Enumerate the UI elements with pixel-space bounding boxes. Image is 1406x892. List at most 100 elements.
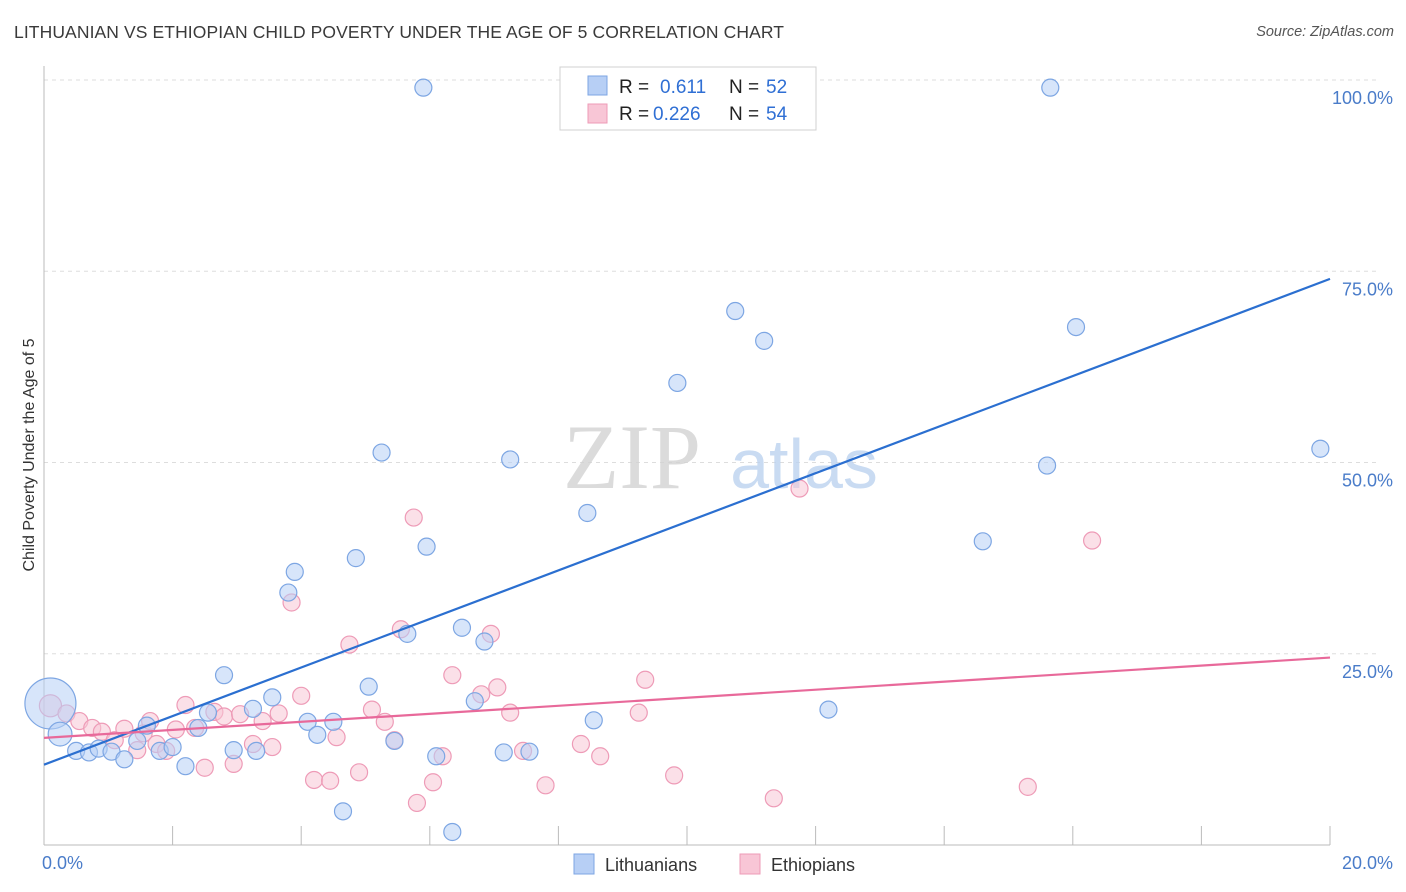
lithuanian-point: [819, 700, 838, 719]
lithuanian-point: [346, 549, 365, 568]
ethiopian-point: [407, 793, 427, 813]
lithuanian-point: [501, 450, 520, 469]
lithuanian-point: [115, 750, 134, 769]
lithuanian-point: [324, 712, 343, 731]
ethiopian-point: [571, 734, 591, 754]
lithuanian-point: [247, 741, 266, 761]
series-legend-label-lithuanians: Lithuanians: [605, 855, 697, 875]
lithuanian-point: [578, 503, 597, 523]
lithuanian-point: [128, 731, 147, 751]
lithuanian-point: [359, 677, 378, 696]
ethiopian-point: [591, 747, 610, 766]
source-label: Source: ZipAtlas.com: [1256, 24, 1394, 40]
lithuanian-point: [417, 537, 436, 556]
lithuanian-point: [475, 632, 494, 651]
legend-n-label: N =: [729, 104, 759, 125]
lithuanian-point: [465, 692, 484, 711]
lithuanian-point: [1037, 456, 1057, 475]
ethiopian-point: [629, 703, 648, 722]
series-legend-swatch-lithuanians: [573, 853, 595, 875]
lithuanian-point: [443, 822, 462, 842]
lithuanian-point: [47, 721, 73, 747]
lithuanian-trend-line: [43, 277, 1331, 766]
ethiopian-point: [327, 728, 346, 747]
legend-r-label: R =: [619, 77, 649, 98]
legend-swatch-ethiopians: [587, 103, 608, 124]
lithuanian-point: [414, 78, 433, 97]
legend-r-value: 0.611: [660, 77, 706, 98]
lithuanian-point: [1311, 439, 1330, 458]
stats-legend: R = 0.611 N = 52 R = 0.226 N = 54: [559, 66, 817, 131]
lithuanian-point: [333, 802, 353, 821]
ethiopian-point: [1018, 777, 1037, 796]
y-tick-label: 100.0%: [1332, 88, 1393, 108]
ethiopian-point: [423, 773, 443, 792]
ethiopian-point: [195, 758, 214, 777]
ethiopian-point: [764, 789, 783, 808]
lithuanian-point: [726, 301, 745, 321]
lithuanian-point: [279, 583, 298, 602]
series-legend: Lithuanians Ethiopians: [573, 853, 855, 875]
watermark-zip: ZIP: [563, 406, 701, 508]
lithuanian-point: [452, 618, 472, 637]
lithuanian-point: [973, 532, 992, 551]
ethiopian-point: [443, 666, 462, 685]
ethiopian-point: [665, 766, 684, 785]
lithuanian-point: [243, 699, 263, 718]
ethiopian-point: [362, 700, 382, 719]
x-tick-label: 20.0%: [1342, 853, 1393, 873]
lithuanian-point: [285, 562, 304, 581]
data-points: [24, 78, 1330, 842]
lithuanian-point: [427, 747, 446, 766]
lithuanian-point: [308, 725, 327, 744]
legend-n-value: 54: [766, 104, 788, 125]
ethiopian-point: [488, 678, 507, 697]
trend-lines: [43, 277, 1331, 766]
y-tick-labels: 25.0% 50.0% 75.0% 100.0%: [1332, 88, 1393, 682]
ethiopian-point: [501, 703, 520, 722]
lithuanian-point: [224, 741, 243, 760]
lithuanian-point: [263, 688, 282, 707]
chart-title: LITHUANIAN VS ETHIOPIAN CHILD POVERTY UN…: [14, 22, 785, 42]
lithuanian-point: [163, 737, 182, 757]
legend-n-value: 52: [766, 77, 787, 98]
y-axis-title: Child Poverty Under the Age of 5: [21, 338, 38, 571]
y-tick-label: 75.0%: [1342, 279, 1393, 299]
series-legend-label-ethiopians: Ethiopians: [771, 855, 855, 875]
lithuanian-point: [494, 743, 513, 762]
y-tick-label: 25.0%: [1342, 662, 1393, 682]
ethiopian-point: [263, 737, 282, 757]
ethiopian-point: [304, 770, 324, 790]
legend-swatch-lithuanians: [587, 75, 608, 96]
ethiopian-point: [214, 707, 234, 726]
lithuanian-point: [24, 677, 77, 730]
lithuanian-point: [520, 742, 539, 761]
x-tick-label: 0.0%: [42, 853, 83, 873]
lithuanian-point: [214, 666, 234, 685]
ethiopian-point: [404, 508, 423, 527]
lithuanian-point: [385, 731, 404, 751]
legend-r-label: R =: [619, 104, 649, 125]
ethiopian-point: [636, 670, 655, 689]
lithuanian-point: [755, 331, 774, 350]
y-tick-label: 50.0%: [1342, 471, 1393, 491]
lithuanian-point: [372, 443, 391, 462]
ethiopian-point: [349, 763, 369, 782]
legend-n-label: N =: [729, 77, 759, 98]
ethiopian-point: [321, 771, 340, 790]
lithuanian-point: [1066, 317, 1086, 337]
grid-lines: [44, 79, 1380, 655]
lithuanian-point: [198, 703, 218, 722]
ethiopian-trend-line: [43, 656, 1331, 739]
lithuanian-point: [668, 373, 687, 393]
legend-r-value: 0.226: [653, 104, 701, 125]
ethiopian-point: [292, 686, 311, 705]
ethiopian-point: [1082, 531, 1102, 550]
series-legend-swatch-ethiopians: [739, 853, 761, 875]
ethiopian-point: [536, 776, 555, 795]
x-tick-labels: 0.0% 20.0%: [42, 853, 1393, 873]
lithuanian-point: [1041, 78, 1060, 97]
lithuanian-point: [584, 711, 603, 730]
watermark: ZIP atlas: [563, 406, 878, 508]
